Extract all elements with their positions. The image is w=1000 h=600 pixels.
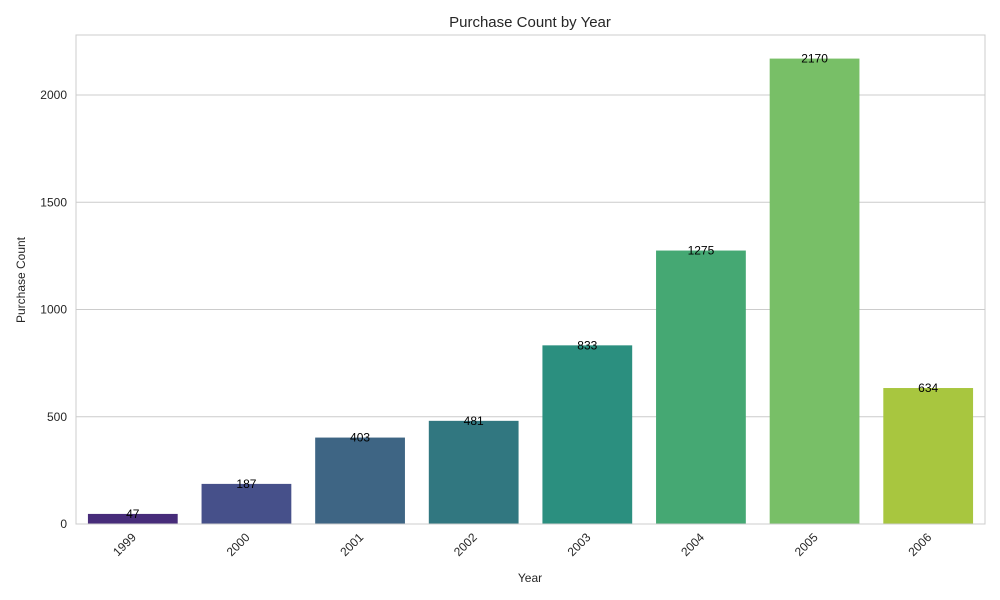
x-axis-ticks: 1999 2000 2001 2002 2003 2004 2005 2006 (110, 530, 934, 559)
bar-2004 (656, 250, 746, 524)
bar-value-label: 1275 (688, 244, 715, 258)
chart-title: Purchase Count by Year (449, 14, 611, 31)
bar-value-label: 403 (350, 431, 370, 445)
bar-value-label: 833 (577, 338, 597, 352)
x-tick-label: 2002 (451, 530, 480, 559)
x-tick-label: 2004 (678, 530, 707, 559)
bar-2000 (201, 483, 292, 524)
plot-frame (75, 34, 986, 525)
x-axis-label: Year (518, 571, 542, 585)
bar-value-label: 2170 (801, 52, 828, 66)
bar-2006 (883, 388, 974, 524)
bar-value-label: 481 (464, 414, 484, 428)
bar-2003 (542, 345, 633, 524)
bar-value-label: 47 (126, 507, 140, 521)
bar-value-label: 187 (236, 477, 256, 491)
x-tick-label: 2006 (906, 530, 935, 559)
bar-2001 (315, 437, 405, 524)
x-tick-label: 2005 (792, 530, 821, 559)
x-tick-label: 2000 (224, 530, 253, 559)
x-tick-label: 2001 (337, 530, 366, 559)
bar-value-labels: 47 187 403 481 833 1275 2170 634 (126, 52, 938, 521)
bars (87, 58, 974, 525)
y-tick-label: 2000 (40, 88, 67, 102)
y-axis-label: Purchase Count (14, 236, 28, 323)
x-tick-label: 2003 (565, 530, 594, 559)
y-tick-label: 1000 (40, 303, 67, 317)
x-tick-label: 1999 (110, 530, 139, 559)
y-tick-label: 1500 (40, 195, 67, 209)
bar-value-label: 634 (918, 381, 938, 395)
bar-2005 (769, 58, 860, 525)
bar-1999 (87, 513, 178, 524)
bar-2002 (428, 420, 519, 524)
y-axis-ticks: 0 500 1000 1500 2000 (40, 88, 67, 531)
y-tick-label: 0 (60, 517, 67, 531)
y-tick-label: 500 (47, 410, 67, 424)
